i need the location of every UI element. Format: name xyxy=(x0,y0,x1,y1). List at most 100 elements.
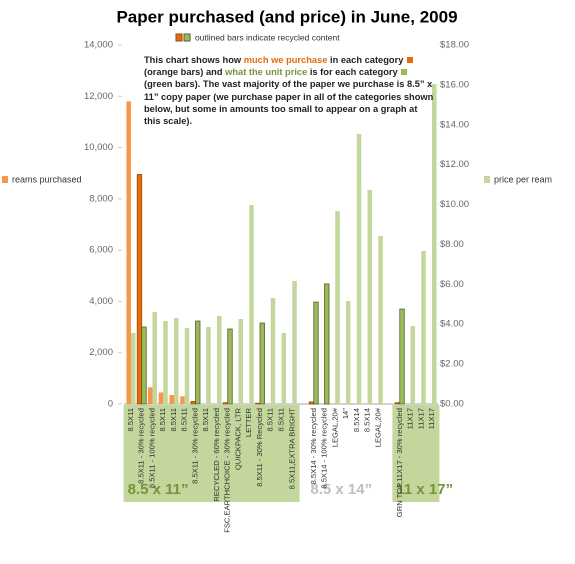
x-tick-label: 8.5X11 - 100% recycled xyxy=(147,408,156,488)
bar xyxy=(152,312,157,404)
y2-tick-label: $8.00 xyxy=(440,239,464,250)
bar xyxy=(163,321,168,404)
group-label: 11 x 17” xyxy=(396,481,453,498)
bar xyxy=(410,326,416,404)
swatch xyxy=(406,57,413,63)
group-box xyxy=(123,405,300,502)
y-tick-label: 4,000 xyxy=(89,296,113,307)
x-tick-label: 11X17 xyxy=(406,408,415,429)
x-tick-label: 8.5X14 xyxy=(363,408,372,432)
x-tick-label: 8.5X11 xyxy=(266,408,275,432)
bar xyxy=(270,298,276,404)
bar xyxy=(136,174,143,405)
y2-tick-label: $12.00 xyxy=(440,159,469,170)
x-tick-label: 8.5X11 - 30% recycled xyxy=(190,408,199,484)
legend-swatch xyxy=(175,33,183,42)
annotation-text: in each category xyxy=(327,55,406,65)
bar xyxy=(141,326,147,405)
bar xyxy=(169,395,174,404)
bar xyxy=(259,322,265,405)
bar xyxy=(313,301,319,405)
x-tick-label: LEGAL,20# xyxy=(373,407,382,447)
x-tick-label: 8.5X11,EXTRA BRIGHT xyxy=(287,408,296,490)
bar xyxy=(147,387,153,404)
bar xyxy=(249,204,254,404)
annotation-text: (green bars). The vast majority of the p… xyxy=(144,79,434,127)
x-tick-label: 8.5X11 xyxy=(201,408,210,432)
annotation-text: This chart shows how xyxy=(144,55,244,65)
x-tick-label: 8.5X11 xyxy=(158,408,167,432)
y-tick-label: 8,000 xyxy=(89,193,113,204)
bar xyxy=(346,301,351,404)
y2-tick-label: $10.00 xyxy=(440,199,469,210)
chart-title: Paper purchased (and price) in June, 200… xyxy=(116,7,457,26)
y2-tick-label: $0.00 xyxy=(440,399,464,410)
bar xyxy=(206,327,211,404)
y-tick-label: 12,000 xyxy=(84,91,113,102)
annotation-text: (orange bars) and xyxy=(144,67,226,78)
x-tick-label: FSC,EARTHCHOICE - 30% recycled xyxy=(223,408,232,533)
series-label: price per ream xyxy=(494,174,552,184)
bar xyxy=(180,396,185,404)
y-tick-label: 0 xyxy=(108,399,113,410)
x-tick-label: 11X17 xyxy=(416,408,425,429)
y-tick-label: 2,000 xyxy=(89,347,113,358)
x-tick-label: 8.5X14 xyxy=(352,408,361,432)
bar xyxy=(238,319,244,404)
x-tick-label: 8.5X11 xyxy=(126,408,135,432)
x-tick-label: 14" xyxy=(341,408,350,419)
bar xyxy=(255,402,261,405)
x-tick-label: 11X17 xyxy=(427,408,436,429)
x-tick-label: 8.5X11 xyxy=(169,408,178,432)
bar xyxy=(399,308,405,405)
bar xyxy=(367,189,373,404)
x-tick-label: 8.5X11 - 30% recycled xyxy=(137,408,146,484)
y2-tick-label: $2.00 xyxy=(440,359,464,370)
series-swatch xyxy=(2,176,8,183)
bar xyxy=(335,210,340,404)
bar xyxy=(421,251,426,404)
x-tick-label: 8.5X11 xyxy=(180,408,189,432)
bar xyxy=(292,280,297,404)
legend-text: outlined bars indicate recycled content xyxy=(195,32,340,42)
legend-swatch xyxy=(183,33,191,42)
swatch xyxy=(401,69,408,76)
group-label: 8.5 x 11” xyxy=(128,481,189,498)
y2-tick-label: $4.00 xyxy=(440,319,464,330)
y-tick-label: 6,000 xyxy=(89,245,113,256)
annotation: This chart shows how much we purchase in… xyxy=(144,54,436,127)
annotation-text: is for each category xyxy=(307,67,401,78)
y2-tick-label: $6.00 xyxy=(440,279,464,290)
bar xyxy=(356,133,362,405)
y-tick-label: 10,000 xyxy=(84,142,113,153)
bar xyxy=(324,283,330,405)
group-label: 8.5 x 14” xyxy=(310,481,372,498)
bar xyxy=(394,402,401,405)
y2-tick-label: $16.00 xyxy=(440,79,469,90)
series-label: reams purchased xyxy=(12,174,82,184)
bar xyxy=(190,401,196,405)
x-tick-label: 8.5X14 - 30% recycled xyxy=(309,408,318,484)
x-tick-label: LETTER xyxy=(244,407,253,437)
bar xyxy=(126,101,131,405)
x-tick-label: 8.5X11 - 30% Recycled xyxy=(255,408,264,487)
x-tick-label: LEGAL,20# xyxy=(330,407,339,447)
bar xyxy=(195,320,201,405)
bar xyxy=(281,332,287,404)
bar xyxy=(173,318,179,404)
bar xyxy=(432,84,437,404)
x-tick-label: GRN TOP,11X17 - 30% recycled xyxy=(395,408,404,517)
x-tick-label: 8.5X11 xyxy=(277,408,286,432)
bar xyxy=(378,236,383,404)
y2-tick-label: $18.00 xyxy=(440,40,469,51)
group-box xyxy=(392,405,440,502)
bar xyxy=(184,328,190,404)
annotation-text: much we purchase xyxy=(243,55,328,65)
x-tick-label: RECYCLED - 60% recycled xyxy=(212,408,221,502)
annotation-text: what the unit price xyxy=(225,67,308,78)
bar xyxy=(308,401,315,405)
bar xyxy=(216,316,222,404)
y2-tick-label: $14.00 xyxy=(440,119,469,130)
bar xyxy=(130,332,136,404)
